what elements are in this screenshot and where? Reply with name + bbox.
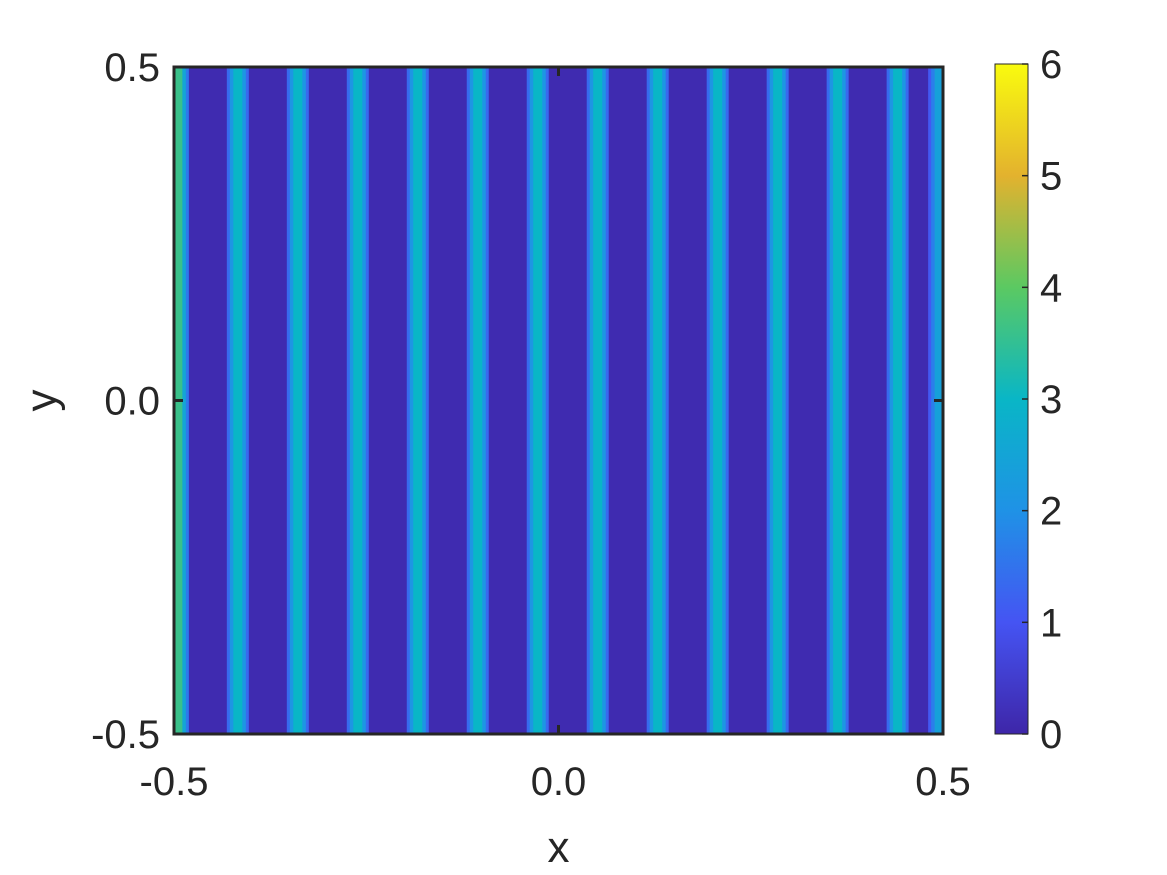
x-tick-label: 0.0 — [531, 760, 587, 804]
stripe-band — [413, 67, 423, 734]
heatmap-stripe — [466, 67, 489, 734]
stripe-band — [233, 67, 243, 734]
heatmap-stripe — [766, 67, 789, 734]
stripe-band — [353, 67, 363, 734]
heatmap-stripe — [406, 67, 429, 734]
colorbar-tick-label: 0 — [1040, 713, 1062, 757]
stripe-band — [533, 67, 543, 734]
y-tick-label: -0.5 — [91, 713, 160, 757]
colorbar-tick-label: 2 — [1040, 490, 1062, 534]
heatmap-stripe — [226, 67, 249, 734]
heatmap-stripe — [586, 67, 609, 734]
colorbar-tick-label: 1 — [1040, 601, 1062, 645]
y-axis-label: y — [17, 390, 66, 412]
stripe-band — [893, 67, 903, 734]
heatmap-stripe — [886, 67, 909, 734]
stripe-band — [833, 67, 843, 734]
stripe-band — [713, 67, 723, 734]
stripe-band — [653, 67, 663, 734]
heatmap-stripe — [346, 67, 369, 734]
x-tick-label: 0.5 — [915, 760, 971, 804]
heatmap-stripe — [826, 67, 849, 734]
plot-frame — [172, 65, 945, 736]
colorbar-tick-label: 3 — [1040, 378, 1062, 422]
stripe-band — [293, 67, 303, 734]
colorbar-tick-label: 4 — [1040, 266, 1062, 310]
x-axis-label: x — [548, 823, 570, 872]
stripe-band — [473, 67, 483, 734]
y-tick-label: 0.5 — [104, 46, 160, 90]
heatmap-stripe — [646, 67, 669, 734]
heatmap-stripe — [526, 67, 549, 734]
y-tick-label: 0.0 — [104, 380, 160, 424]
stripe-band — [773, 67, 783, 734]
colorbar-tick-label: 5 — [1040, 155, 1062, 199]
heatmap-stripe — [706, 67, 729, 734]
heatmap-stripe — [286, 67, 309, 734]
colorbar-tick-label: 6 — [1040, 43, 1062, 87]
y-tick-labels: -0.5 0.0 0.5 — [91, 46, 160, 757]
x-tick-label: -0.5 — [140, 760, 209, 804]
stripe-band — [593, 67, 603, 734]
x-tick-labels: -0.5 0.0 0.5 — [140, 760, 971, 804]
colorbar-ticks: 0 1 2 3 4 5 6 — [1022, 43, 1062, 757]
